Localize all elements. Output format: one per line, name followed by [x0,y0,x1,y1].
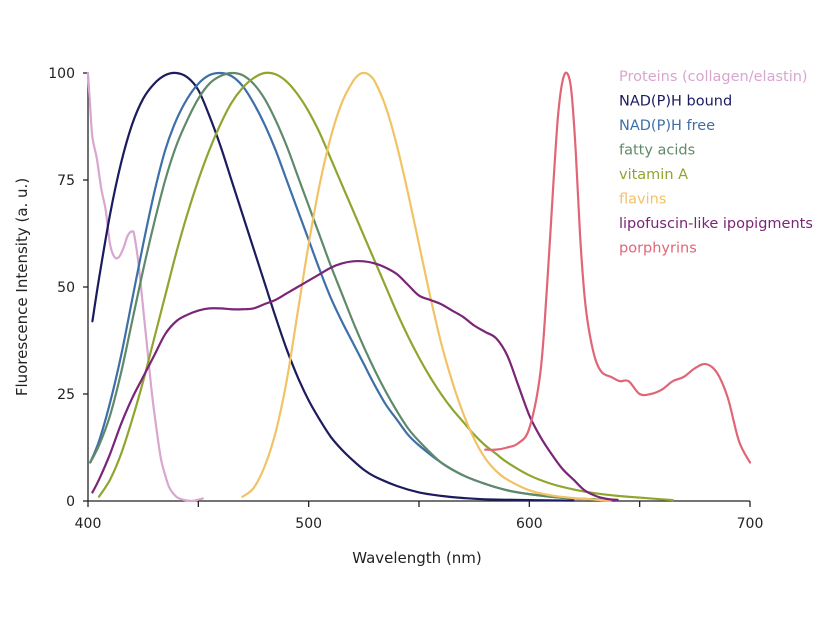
legend-item-vitamin-a: vitamin A [619,167,688,183]
y-tick-label-75: 75 [57,173,75,189]
y-tick-label-100: 100 [48,66,75,82]
legend-item-nad-p-h-free: NAD(P)H free [619,118,715,134]
legend-item-flavins: flavins [619,192,666,208]
series-line-porphyrins [484,71,752,464]
legend-item-porphyrins: porphyrins [619,241,697,257]
x-tick-label-500: 500 [295,516,322,532]
series-line-proteins-collagen-elastin [86,71,204,503]
legend-item-lipofuscin-like-ipopigments: lipofuscin-like ipopigments [619,216,813,232]
legend: Proteins (collagen/elastin) NAD(P)H bound… [619,69,813,257]
legend-item-nad-p-h-bound: NAD(P)H bound [619,94,732,110]
y-ticks: 0 25 50 75 100 [48,66,88,510]
plot-area [86,71,752,503]
series-line-lipofuscin-like-ipopigments [91,259,619,502]
x-axis-title: Wavelength (nm) [352,549,482,567]
x-tick-label-600: 600 [516,516,543,532]
y-tick-label-50: 50 [57,280,75,296]
series-line-fatty-acids [89,71,619,501]
legend-item-fatty-acids: fatty acids [619,143,695,159]
y-tick-label-0: 0 [66,494,75,510]
x-tick-label-700: 700 [737,516,764,532]
legend-item-proteins-collagen-elastin: Proteins (collagen/elastin) [619,69,808,85]
series-line-flavins [241,71,613,502]
y-tick-label-25: 25 [57,387,75,403]
axes: 0 25 50 75 100 400 500 600 700 [48,66,763,532]
x-tick-label-400: 400 [75,516,102,532]
x-ticks: 400 500 600 700 [75,501,764,532]
series-line-nad-p-h-free [89,71,597,501]
series-line-vitamin-a [97,71,674,502]
y-axis-title: Fluorescence Intensity (a. u.) [13,178,31,396]
series-line-nad-p-h-bound [91,71,575,502]
